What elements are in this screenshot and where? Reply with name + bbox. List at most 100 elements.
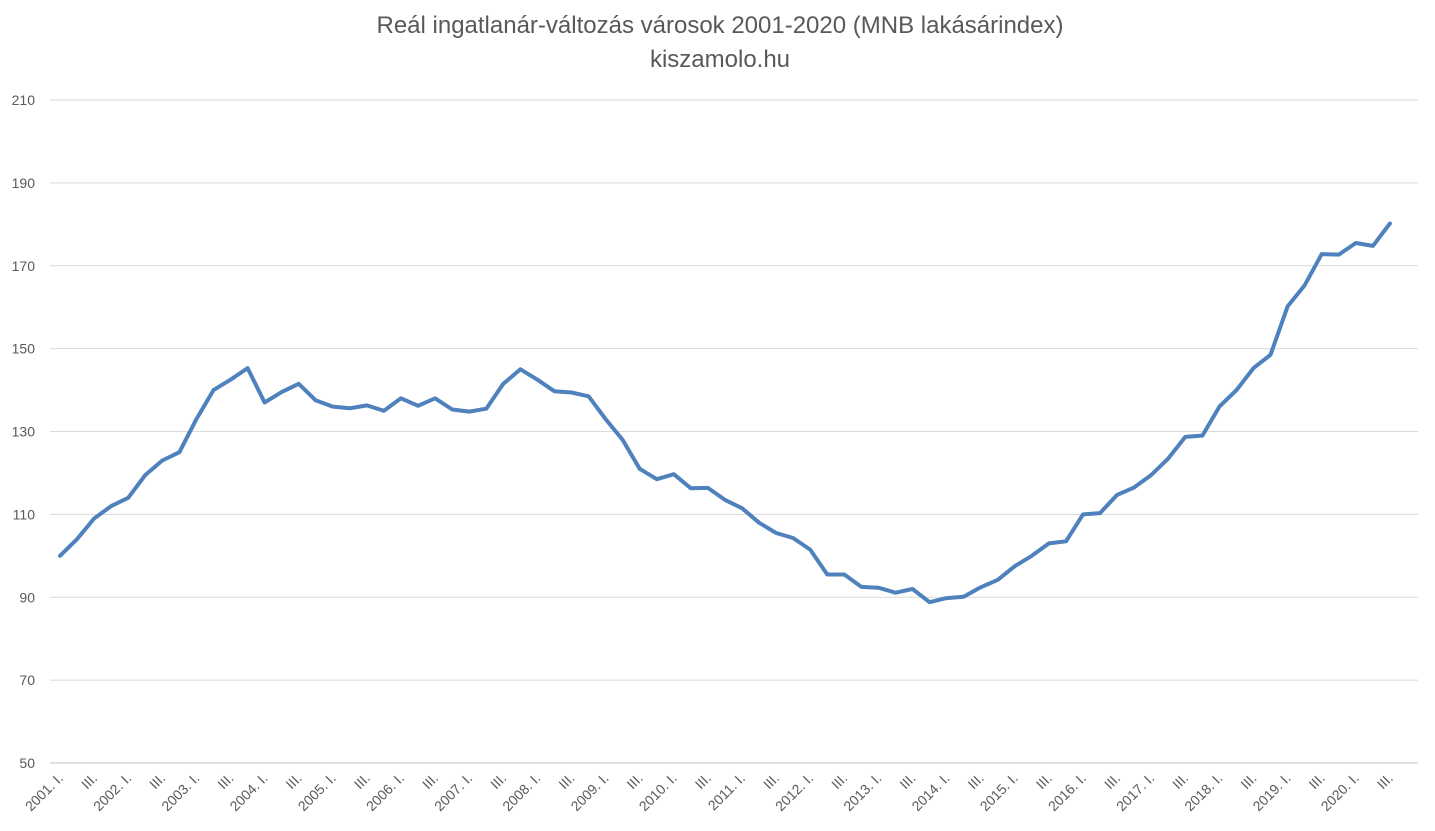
data-point <box>757 521 761 525</box>
data-point <box>1166 456 1170 460</box>
data-point <box>655 477 659 481</box>
y-tick-label: 110 <box>13 506 36 522</box>
x-tick-label: 2010. I. <box>636 770 680 814</box>
data-point <box>1303 283 1307 287</box>
data-point <box>416 404 420 408</box>
x-tick-label: 2008. I. <box>499 770 543 814</box>
y-axis-labels: 50 70 90 110 130 150 170 190 210 <box>12 92 36 771</box>
x-tick-label: 2020. I. <box>1318 770 1362 814</box>
data-point <box>1013 564 1017 568</box>
data-point <box>859 585 863 589</box>
data-point <box>689 486 693 490</box>
data-point <box>382 409 386 413</box>
data-point <box>75 537 79 541</box>
chart-subtitle: kiszamolo.hu <box>649 46 791 73</box>
data-point <box>808 548 812 552</box>
data-point <box>911 587 915 591</box>
data-point <box>467 410 471 414</box>
x-tick-label: 2018. I. <box>1181 770 1225 814</box>
data-point <box>246 366 250 370</box>
data-point <box>263 400 267 404</box>
y-tick-label: 90 <box>19 589 35 605</box>
data-point <box>1269 353 1273 357</box>
data-point <box>58 554 62 558</box>
data-point <box>1371 244 1375 248</box>
chart-title: Reál ingatlanár-változás városok 2001-20… <box>376 12 1064 39</box>
data-point <box>535 378 539 382</box>
data-point <box>314 398 318 402</box>
data-point <box>621 438 625 442</box>
x-tick-label: III. <box>1101 770 1123 792</box>
data-point <box>143 473 147 477</box>
x-tick-label: III. <box>1374 770 1396 792</box>
data-point <box>1252 366 1256 370</box>
data-point <box>399 396 403 400</box>
x-tick-label: 2012. I. <box>772 770 816 814</box>
data-point <box>962 595 966 599</box>
x-axis-labels: 2001. I. III.2002. I. III.2003. I. III.2004… <box>22 770 1396 814</box>
data-point <box>348 406 352 410</box>
data-point <box>791 536 795 540</box>
data-point <box>1081 512 1085 516</box>
data-point <box>297 382 301 386</box>
x-tick-label: 2011. I. <box>705 770 749 814</box>
x-tick-label: III. <box>760 770 782 792</box>
data-point <box>194 417 198 421</box>
data-point <box>552 389 556 393</box>
data-point <box>1286 304 1290 308</box>
x-tick-label: 2014. I. <box>908 770 952 814</box>
x-tick-label: III. <box>214 770 236 792</box>
series-line-0 <box>58 221 1392 605</box>
y-tick-label: 210 <box>12 92 36 108</box>
data-point <box>1030 554 1034 558</box>
x-tick-label: 2001. I. <box>22 770 66 814</box>
x-tick-label: III. <box>1169 770 1191 792</box>
data-point <box>638 467 642 471</box>
data-point <box>484 407 488 411</box>
y-tick-label: 150 <box>12 341 36 357</box>
data-point <box>1388 221 1392 225</box>
y-tick-label: 130 <box>12 424 36 440</box>
data-point <box>365 403 369 407</box>
data-point <box>1234 388 1238 392</box>
data-point <box>1098 511 1102 515</box>
x-tick-label: III. <box>146 770 168 792</box>
data-point <box>570 391 574 395</box>
x-tick-label: III. <box>1237 770 1259 792</box>
data-point <box>1064 539 1068 543</box>
data-point <box>1047 541 1051 545</box>
data-point <box>109 504 113 508</box>
x-tick-label: III. <box>419 770 441 792</box>
x-tick-label: 2017. I. <box>1113 770 1157 814</box>
data-point <box>740 506 744 510</box>
data-point <box>126 496 130 500</box>
x-tick-label: III. <box>624 770 646 792</box>
data-point <box>160 459 164 463</box>
x-tick-label: III. <box>1306 770 1328 792</box>
data-point <box>1337 253 1341 257</box>
data-point <box>1115 493 1119 497</box>
x-tick-label: III. <box>828 770 850 792</box>
data-point <box>945 596 949 600</box>
x-tick-label: 2003. I. <box>158 770 202 814</box>
data-point <box>996 578 1000 582</box>
x-tick-label: 2013. I. <box>840 770 884 814</box>
data-point <box>518 367 522 371</box>
data-point <box>587 394 591 398</box>
x-tick-label: 2016. I. <box>1045 770 1089 814</box>
series-group <box>58 221 1392 605</box>
data-point <box>604 417 608 421</box>
x-tick-label: 2007. I. <box>431 770 475 814</box>
data-point <box>433 396 437 400</box>
data-point <box>1149 473 1153 477</box>
x-tick-label: III. <box>283 770 305 792</box>
data-point <box>876 586 880 590</box>
data-point <box>979 585 983 589</box>
data-point <box>1320 252 1324 256</box>
data-point <box>1200 434 1204 438</box>
x-tick-label: 2004. I. <box>226 770 270 814</box>
x-tick-label: 2002. I. <box>90 770 134 814</box>
gridlines <box>50 99 1418 764</box>
data-point <box>1183 435 1187 439</box>
